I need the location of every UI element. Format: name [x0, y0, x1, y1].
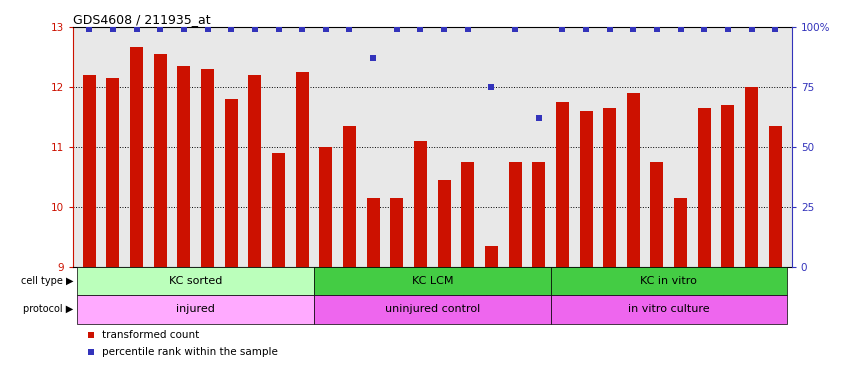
Bar	[627, 93, 639, 267]
Bar	[508, 162, 521, 267]
Point	[248, 26, 262, 32]
Bar	[461, 162, 474, 267]
Bar	[414, 141, 427, 267]
Text: transformed count: transformed count	[102, 329, 199, 339]
Point	[82, 26, 96, 32]
Bar	[201, 69, 214, 267]
Point	[603, 26, 616, 32]
Bar	[248, 75, 261, 267]
Bar	[78, 295, 314, 324]
Bar	[314, 267, 550, 295]
Point	[437, 26, 451, 32]
Bar	[550, 295, 787, 324]
Point	[84, 349, 98, 355]
Bar	[272, 153, 285, 267]
Bar	[314, 295, 550, 324]
Text: KC LCM: KC LCM	[412, 276, 453, 286]
Point	[627, 26, 640, 32]
Bar	[484, 246, 498, 267]
Bar	[437, 180, 450, 267]
Bar	[745, 87, 758, 267]
Point	[177, 26, 191, 32]
Bar	[177, 66, 190, 267]
Text: GDS4608 / 211935_at: GDS4608 / 211935_at	[73, 13, 211, 26]
Point	[556, 26, 569, 32]
Point	[319, 26, 333, 32]
Bar	[319, 147, 332, 267]
Point	[271, 26, 285, 32]
Point	[698, 26, 711, 32]
Bar	[106, 78, 120, 267]
Bar	[769, 126, 782, 267]
Point	[413, 26, 427, 32]
Bar	[698, 108, 710, 267]
Point	[342, 26, 356, 32]
Point	[461, 26, 474, 32]
Point	[508, 26, 522, 32]
Text: cell type ▶: cell type ▶	[21, 276, 74, 286]
Point	[721, 26, 734, 32]
Text: uninjured control: uninjured control	[384, 305, 480, 314]
Point	[674, 26, 687, 32]
Point	[106, 26, 120, 32]
Point	[295, 26, 309, 32]
Point	[130, 26, 144, 32]
Point	[390, 26, 404, 32]
Bar	[343, 126, 356, 267]
Text: protocol ▶: protocol ▶	[23, 305, 74, 314]
Bar	[603, 108, 616, 267]
Bar	[366, 198, 380, 267]
Bar	[78, 267, 314, 295]
Bar	[225, 99, 238, 267]
Point	[532, 115, 545, 121]
Point	[200, 26, 214, 32]
Bar	[154, 54, 167, 267]
Bar	[651, 162, 663, 267]
Bar	[83, 75, 96, 267]
Point	[366, 55, 380, 61]
Bar	[556, 102, 569, 267]
Point	[580, 26, 593, 32]
Bar	[532, 162, 545, 267]
Bar	[675, 198, 687, 267]
Point	[484, 84, 498, 90]
Point	[745, 26, 758, 32]
Bar	[580, 111, 592, 267]
Text: injured: injured	[176, 305, 215, 314]
Bar	[295, 72, 309, 267]
Bar	[550, 267, 787, 295]
Text: KC in vitro: KC in vitro	[640, 276, 698, 286]
Point	[224, 26, 238, 32]
Point	[84, 331, 98, 338]
Point	[769, 26, 782, 32]
Bar	[722, 105, 734, 267]
Text: percentile rank within the sample: percentile rank within the sample	[102, 347, 277, 357]
Text: KC sorted: KC sorted	[169, 276, 223, 286]
Bar	[390, 198, 403, 267]
Point	[651, 26, 664, 32]
Bar	[130, 47, 143, 267]
Point	[153, 26, 167, 32]
Text: in vitro culture: in vitro culture	[628, 305, 710, 314]
